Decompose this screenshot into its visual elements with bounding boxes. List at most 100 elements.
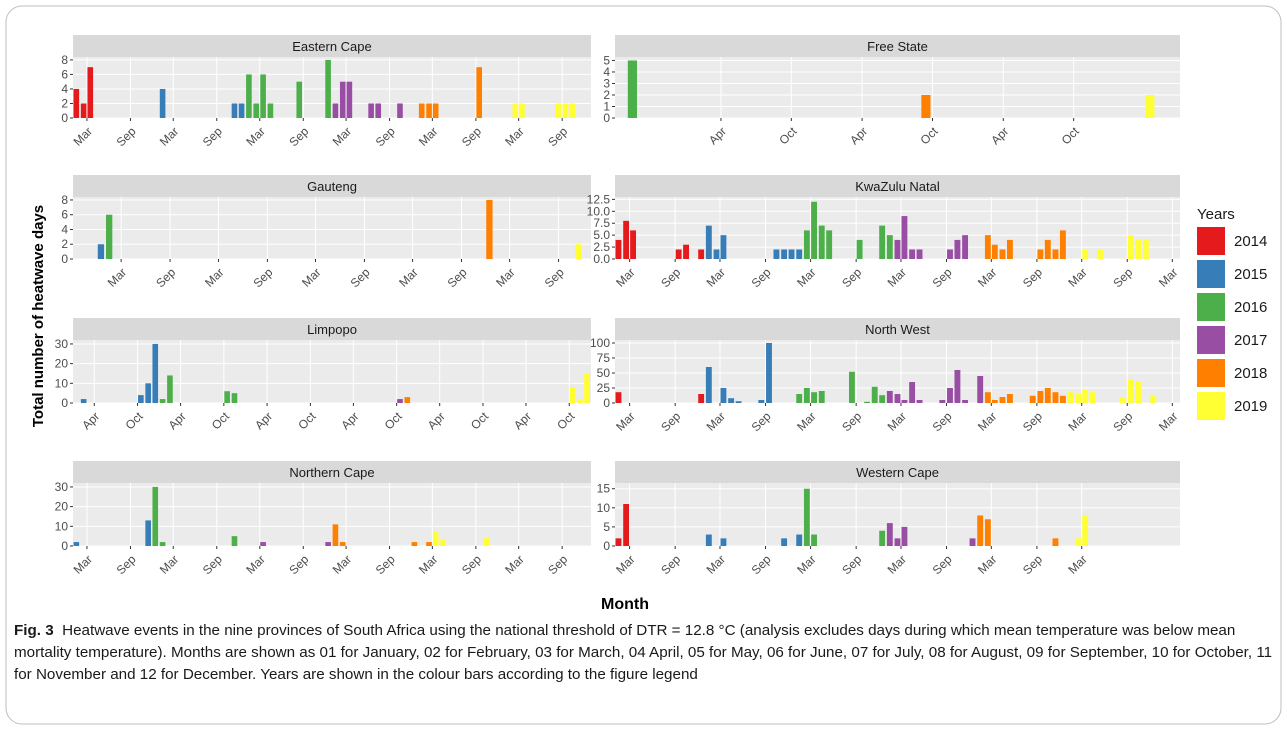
x-tick-label: Sep (658, 265, 683, 290)
x-tick-label: Sep (542, 265, 567, 290)
y-tick-label: 0 (603, 111, 610, 125)
bar-2015 (705, 534, 712, 546)
y-tick-label: 100 (590, 336, 610, 350)
legend-label-2016: 2016 (1234, 299, 1267, 316)
x-tick-label: Sep (200, 124, 225, 149)
y-tick-label: 4 (603, 65, 610, 79)
x-tick-label: Mar (794, 552, 819, 577)
x-tick-label: Mar (704, 552, 729, 577)
bar-2017 (397, 399, 403, 403)
bar-2018 (1037, 249, 1044, 259)
x-tick-label: Sep (286, 552, 311, 577)
x-tick-label: Mar (105, 265, 130, 290)
bar-2016 (627, 60, 637, 118)
bar-2015 (720, 235, 727, 259)
bar-2016 (106, 214, 113, 259)
x-tick-label: Mar (613, 552, 638, 577)
x-tick-label: Apr (79, 409, 102, 432)
bar-2017 (325, 542, 331, 546)
x-tick-label: Mar (885, 265, 910, 290)
x-tick-label: Sep (445, 265, 470, 290)
x-tick-label: Sep (373, 552, 398, 577)
bar-2019 (1097, 249, 1104, 259)
panel-limpopo: Limpopo 0 10 20 30 Apr Oct Apr Oct Apr Oct Apr Oct Ap… (55, 318, 591, 432)
x-tick-label: Mar (1065, 409, 1090, 434)
x-tick-label: Apr (425, 409, 448, 432)
x-tick-label: Mar (1156, 409, 1181, 434)
x-tick-label: Apr (511, 409, 534, 432)
bar-2018 (1052, 538, 1059, 546)
bar-2015 (705, 367, 712, 403)
legend-swatch-2015 (1197, 260, 1225, 288)
x-tick-label: Mar (794, 409, 819, 434)
bar-2017 (886, 391, 893, 403)
x-tick-label: Mar (1065, 552, 1090, 577)
legend-label-2015: 2015 (1234, 266, 1267, 283)
bar-2018 (426, 103, 432, 118)
y-tick-label: 12.5 (587, 192, 611, 206)
bar-2019 (1150, 395, 1157, 403)
bar-2016 (246, 74, 252, 118)
bar-2014 (698, 394, 705, 403)
bar-2014 (623, 220, 630, 259)
bar-2016 (849, 371, 855, 403)
panel-western-cape: Western Cape 0 5 10 15 Mar Sep Mar Sep Mar Sep Mar S… (597, 461, 1180, 577)
x-tick-label: Sep (1020, 265, 1045, 290)
y-tick-label: 25 (597, 381, 611, 395)
bar-2014 (615, 538, 622, 546)
bar-2015 (796, 534, 803, 546)
bar-2019 (1089, 392, 1096, 403)
legend-swatch-2016 (1197, 293, 1225, 321)
bar-2017 (397, 103, 403, 118)
panel-kwazulu-natal: KwaZulu Natal 0.02.55.07.510.012.5 Mar Sep M… (587, 175, 1180, 290)
panel-strip (73, 175, 591, 197)
x-tick-label: Sep (1110, 265, 1135, 290)
bar-2018 (984, 392, 991, 403)
legend-label-2018: 2018 (1234, 365, 1267, 382)
x-tick-label: Mar (416, 552, 441, 577)
x-tick-label: Sep (749, 552, 774, 577)
bar-2014 (698, 249, 705, 259)
bar-2014 (683, 244, 689, 259)
x-tick-label: Sep (1020, 409, 1045, 434)
bar-2017 (894, 394, 901, 403)
bar-2019 (1082, 249, 1089, 259)
panel-title: North West (865, 322, 930, 337)
plot-area (73, 340, 591, 403)
bar-2016 (152, 486, 159, 546)
caption-text: Heatwave events in the nine provinces of… (14, 622, 1273, 683)
bar-2019 (1127, 379, 1134, 403)
bar-2015 (231, 103, 238, 118)
y-tick-label: 2.5 (593, 240, 610, 254)
bar-2018 (977, 515, 984, 546)
x-tick-label: Mar (704, 265, 729, 290)
y-tick-label: 0 (603, 396, 610, 410)
bar-2017 (901, 400, 908, 403)
y-tick-label: 20 (55, 357, 69, 371)
bar-2016 (296, 81, 303, 118)
x-tick-label: Mar (202, 265, 227, 290)
panel-strip (73, 318, 591, 340)
legend-swatch-2018 (1197, 359, 1225, 387)
legend-swatch-2017 (1197, 326, 1225, 354)
x-tick-label: Oct (918, 124, 942, 148)
bar-2017 (916, 249, 923, 259)
y-tick-label: 10 (597, 501, 611, 515)
bar-2019 (577, 399, 583, 403)
y-tick-label: 5 (603, 520, 610, 534)
bar-2016 (253, 103, 260, 118)
bar-2019 (512, 103, 519, 118)
bar-2017 (962, 235, 969, 259)
y-tick-label: 0 (61, 396, 68, 410)
bar-2018 (984, 235, 991, 259)
bar-2019 (1075, 538, 1082, 546)
x-tick-label: Sep (459, 552, 484, 577)
bar-2019 (562, 103, 569, 118)
bar-2018 (339, 542, 346, 546)
bar-2019 (1082, 515, 1089, 546)
bar-2014 (615, 392, 622, 403)
